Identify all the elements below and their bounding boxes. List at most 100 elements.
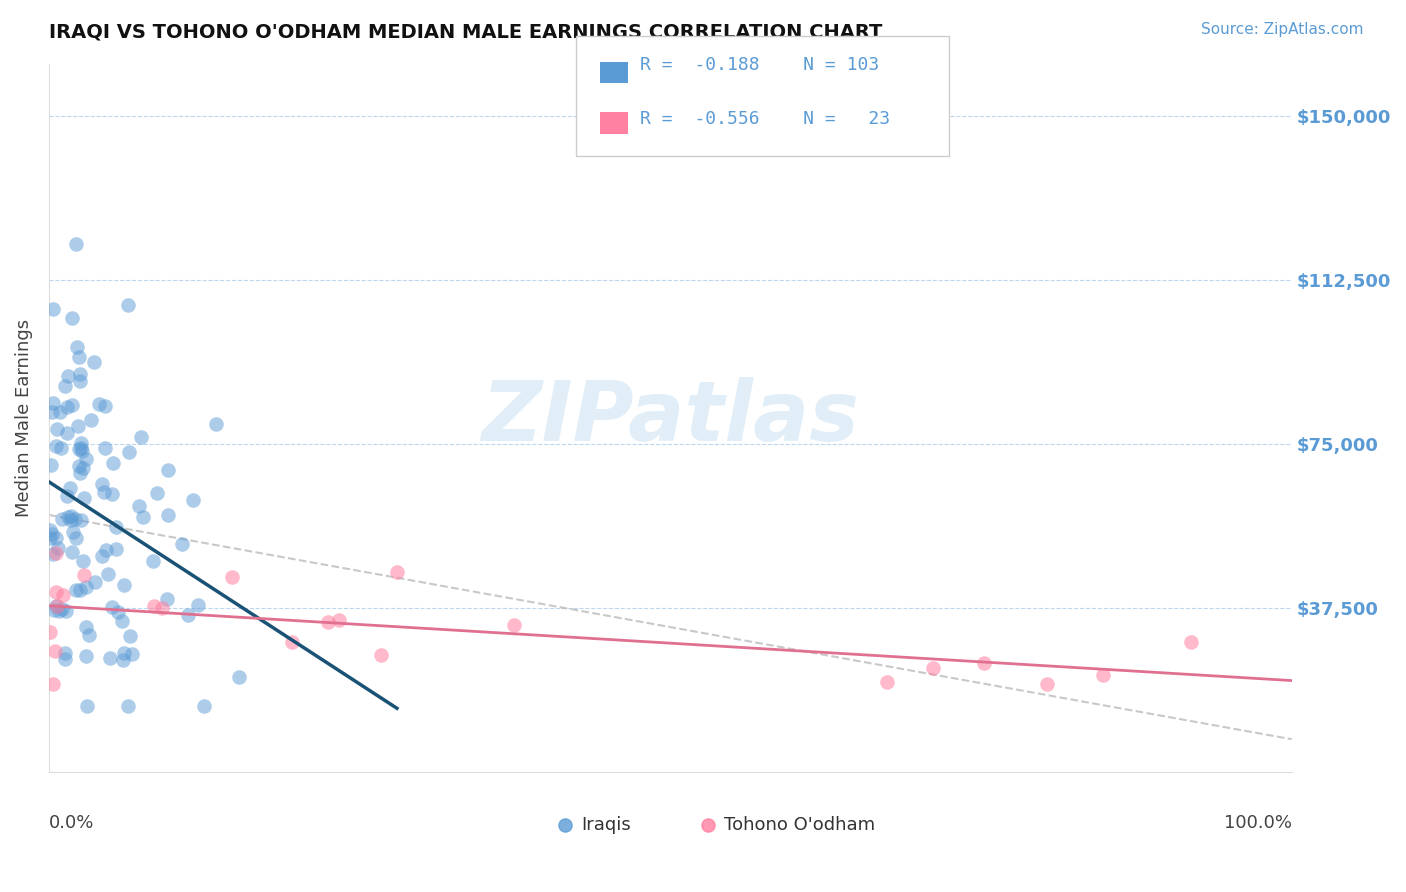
Point <box>503 617 526 632</box>
Text: Source: ZipAtlas.com: Source: ZipAtlas.com <box>1201 22 1364 37</box>
Point <box>118 445 141 459</box>
Point <box>112 652 135 666</box>
Point <box>370 648 392 663</box>
Text: IRAQI VS TOHONO O'ODHAM MEDIAN MALE EARNINGS CORRELATION CHART: IRAQI VS TOHONO O'ODHAM MEDIAN MALE EARN… <box>49 22 883 41</box>
Point <box>70 513 93 527</box>
Point <box>65 512 87 526</box>
Point <box>75 620 97 634</box>
Point <box>97 567 120 582</box>
Point <box>56 510 79 524</box>
Point <box>51 512 73 526</box>
Point <box>142 554 165 568</box>
Point <box>67 442 90 457</box>
Point <box>156 591 179 606</box>
Point <box>59 513 82 527</box>
Point <box>117 699 139 714</box>
Point <box>72 461 94 475</box>
Point <box>66 419 89 434</box>
Text: 0.0%: 0.0% <box>49 814 94 832</box>
Point <box>69 583 91 598</box>
Point <box>973 656 995 670</box>
Point <box>328 613 350 627</box>
Point <box>177 607 200 622</box>
Point <box>70 443 93 458</box>
Text: Iraqis: Iraqis <box>581 816 631 834</box>
Point <box>69 374 91 388</box>
Point <box>45 531 67 545</box>
Point <box>49 405 72 419</box>
Point <box>83 575 105 590</box>
Point <box>75 451 97 466</box>
Point <box>228 670 250 684</box>
Point <box>45 599 67 613</box>
Point <box>554 764 576 779</box>
Point <box>101 457 124 471</box>
Point <box>193 699 215 714</box>
Point <box>49 442 72 456</box>
Point <box>94 542 117 557</box>
Point <box>1036 677 1059 691</box>
Point <box>55 425 77 440</box>
Point <box>39 625 62 640</box>
Point <box>76 699 98 714</box>
Point <box>876 675 898 690</box>
Point <box>45 584 67 599</box>
Text: 100.0%: 100.0% <box>1223 814 1292 832</box>
Point <box>41 547 63 561</box>
Text: R =  -0.556    N =   23: R = -0.556 N = 23 <box>640 110 890 128</box>
Point <box>77 628 100 642</box>
Point <box>117 298 139 312</box>
Point <box>385 565 408 579</box>
Point <box>316 615 339 630</box>
Point <box>101 600 124 615</box>
Point <box>70 435 93 450</box>
Point <box>65 531 87 545</box>
Point <box>59 508 82 523</box>
Point <box>94 441 117 455</box>
Point <box>41 396 63 410</box>
Point <box>55 604 77 618</box>
Point <box>696 764 718 779</box>
Point <box>91 477 114 491</box>
Point <box>181 492 204 507</box>
Point <box>87 397 110 411</box>
Text: R =  -0.188    N = 103: R = -0.188 N = 103 <box>640 56 879 74</box>
Y-axis label: Median Male Earnings: Median Male Earnings <box>15 319 32 517</box>
Point <box>72 491 94 505</box>
Point <box>75 648 97 663</box>
Point <box>118 629 141 643</box>
Point <box>41 527 63 541</box>
Point <box>80 413 103 427</box>
Point <box>100 487 122 501</box>
Point <box>69 442 91 456</box>
Point <box>100 651 122 665</box>
Point <box>105 541 128 556</box>
Point <box>83 355 105 369</box>
Point <box>129 430 152 444</box>
Point <box>91 549 114 564</box>
Point <box>56 400 79 414</box>
Point <box>146 485 169 500</box>
Point <box>111 614 134 628</box>
Point <box>60 311 83 326</box>
Point <box>59 482 82 496</box>
Point <box>42 302 65 317</box>
Point <box>142 599 165 613</box>
Point <box>69 368 91 382</box>
Point <box>281 635 304 649</box>
Point <box>45 421 67 435</box>
Point <box>52 588 75 602</box>
Point <box>39 524 62 538</box>
Point <box>187 598 209 612</box>
Point <box>69 466 91 480</box>
Point <box>221 570 243 584</box>
Point <box>53 379 76 393</box>
Point <box>112 578 135 592</box>
Point <box>45 546 67 560</box>
Point <box>105 520 128 534</box>
Point <box>60 545 83 559</box>
Point <box>48 604 70 618</box>
Text: Tohono O'odham: Tohono O'odham <box>724 816 875 834</box>
Point <box>75 581 97 595</box>
Point <box>67 351 90 365</box>
